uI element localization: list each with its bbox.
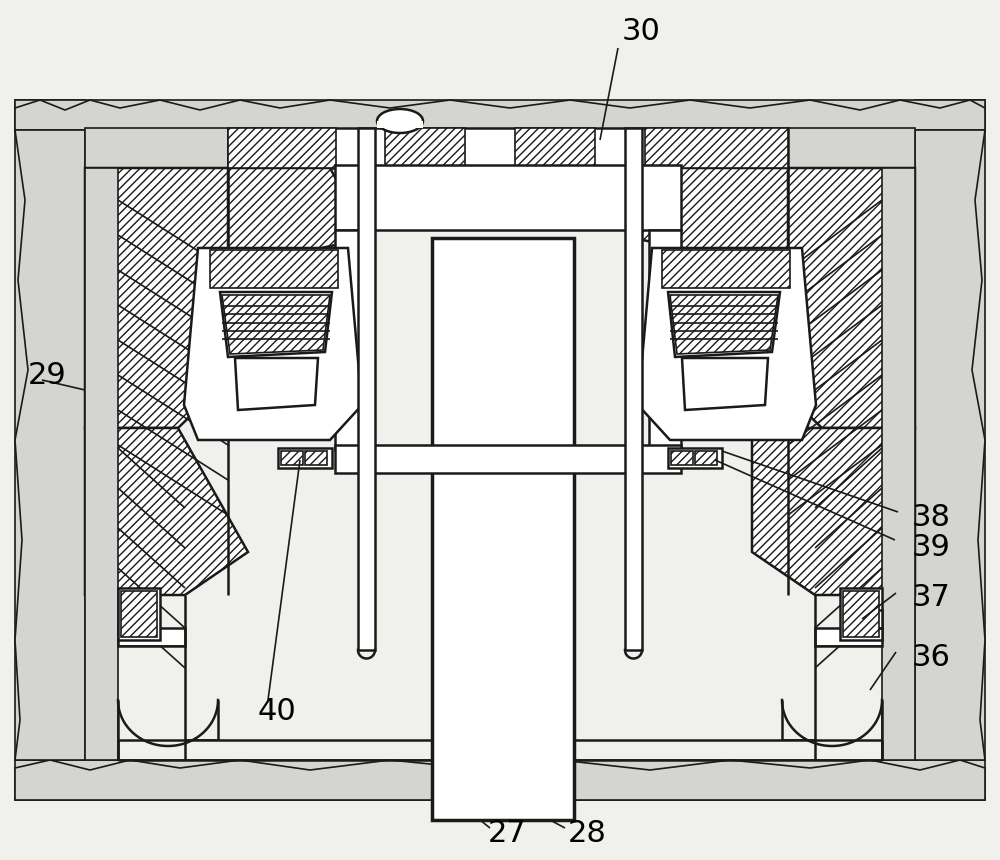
- Bar: [118, 588, 160, 640]
- Bar: [278, 448, 332, 468]
- Bar: [515, 128, 595, 168]
- Polygon shape: [210, 250, 338, 288]
- Text: 29: 29: [28, 360, 67, 390]
- Bar: [843, 591, 879, 637]
- Text: 39: 39: [912, 533, 951, 562]
- Polygon shape: [695, 168, 915, 428]
- Bar: [625, 128, 642, 650]
- Bar: [118, 628, 185, 646]
- Polygon shape: [670, 295, 778, 354]
- Polygon shape: [882, 168, 915, 760]
- Polygon shape: [682, 358, 768, 410]
- Polygon shape: [15, 130, 85, 760]
- Polygon shape: [662, 250, 790, 288]
- Polygon shape: [85, 428, 248, 595]
- Polygon shape: [222, 295, 330, 354]
- Bar: [335, 165, 681, 230]
- Bar: [649, 230, 681, 450]
- Bar: [668, 448, 722, 468]
- Bar: [695, 451, 717, 465]
- Text: 40: 40: [258, 697, 297, 727]
- Polygon shape: [85, 168, 305, 428]
- Polygon shape: [15, 100, 85, 760]
- Polygon shape: [668, 292, 780, 357]
- Bar: [121, 591, 157, 637]
- Polygon shape: [15, 760, 985, 800]
- Text: 27: 27: [488, 819, 527, 847]
- Polygon shape: [184, 248, 362, 440]
- Polygon shape: [15, 100, 985, 130]
- Polygon shape: [915, 100, 985, 760]
- Bar: [228, 128, 788, 168]
- Ellipse shape: [377, 109, 423, 133]
- Bar: [815, 628, 882, 646]
- Bar: [840, 588, 882, 640]
- Bar: [305, 451, 327, 465]
- Polygon shape: [220, 292, 332, 357]
- Polygon shape: [15, 760, 985, 800]
- Text: 38: 38: [912, 503, 951, 532]
- Polygon shape: [915, 130, 985, 760]
- Polygon shape: [235, 358, 318, 410]
- Polygon shape: [228, 168, 368, 268]
- Polygon shape: [632, 168, 788, 268]
- Bar: [335, 230, 367, 450]
- Polygon shape: [638, 248, 816, 440]
- Polygon shape: [15, 100, 985, 130]
- Text: 37: 37: [912, 583, 951, 612]
- Text: 30: 30: [622, 17, 661, 46]
- Bar: [377, 121, 423, 128]
- Polygon shape: [85, 128, 228, 168]
- Text: 28: 28: [568, 819, 607, 847]
- Bar: [432, 238, 574, 820]
- Bar: [848, 610, 882, 628]
- Polygon shape: [752, 428, 915, 595]
- Polygon shape: [85, 168, 118, 760]
- Bar: [671, 451, 693, 465]
- Bar: [358, 128, 375, 650]
- Bar: [385, 128, 465, 168]
- Bar: [645, 128, 788, 168]
- Bar: [281, 451, 303, 465]
- Bar: [228, 128, 336, 168]
- Polygon shape: [788, 128, 915, 168]
- Text: 36: 36: [912, 643, 951, 673]
- Bar: [335, 445, 681, 473]
